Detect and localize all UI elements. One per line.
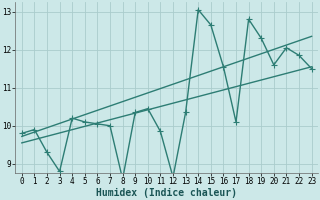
X-axis label: Humidex (Indice chaleur): Humidex (Indice chaleur): [96, 188, 237, 198]
